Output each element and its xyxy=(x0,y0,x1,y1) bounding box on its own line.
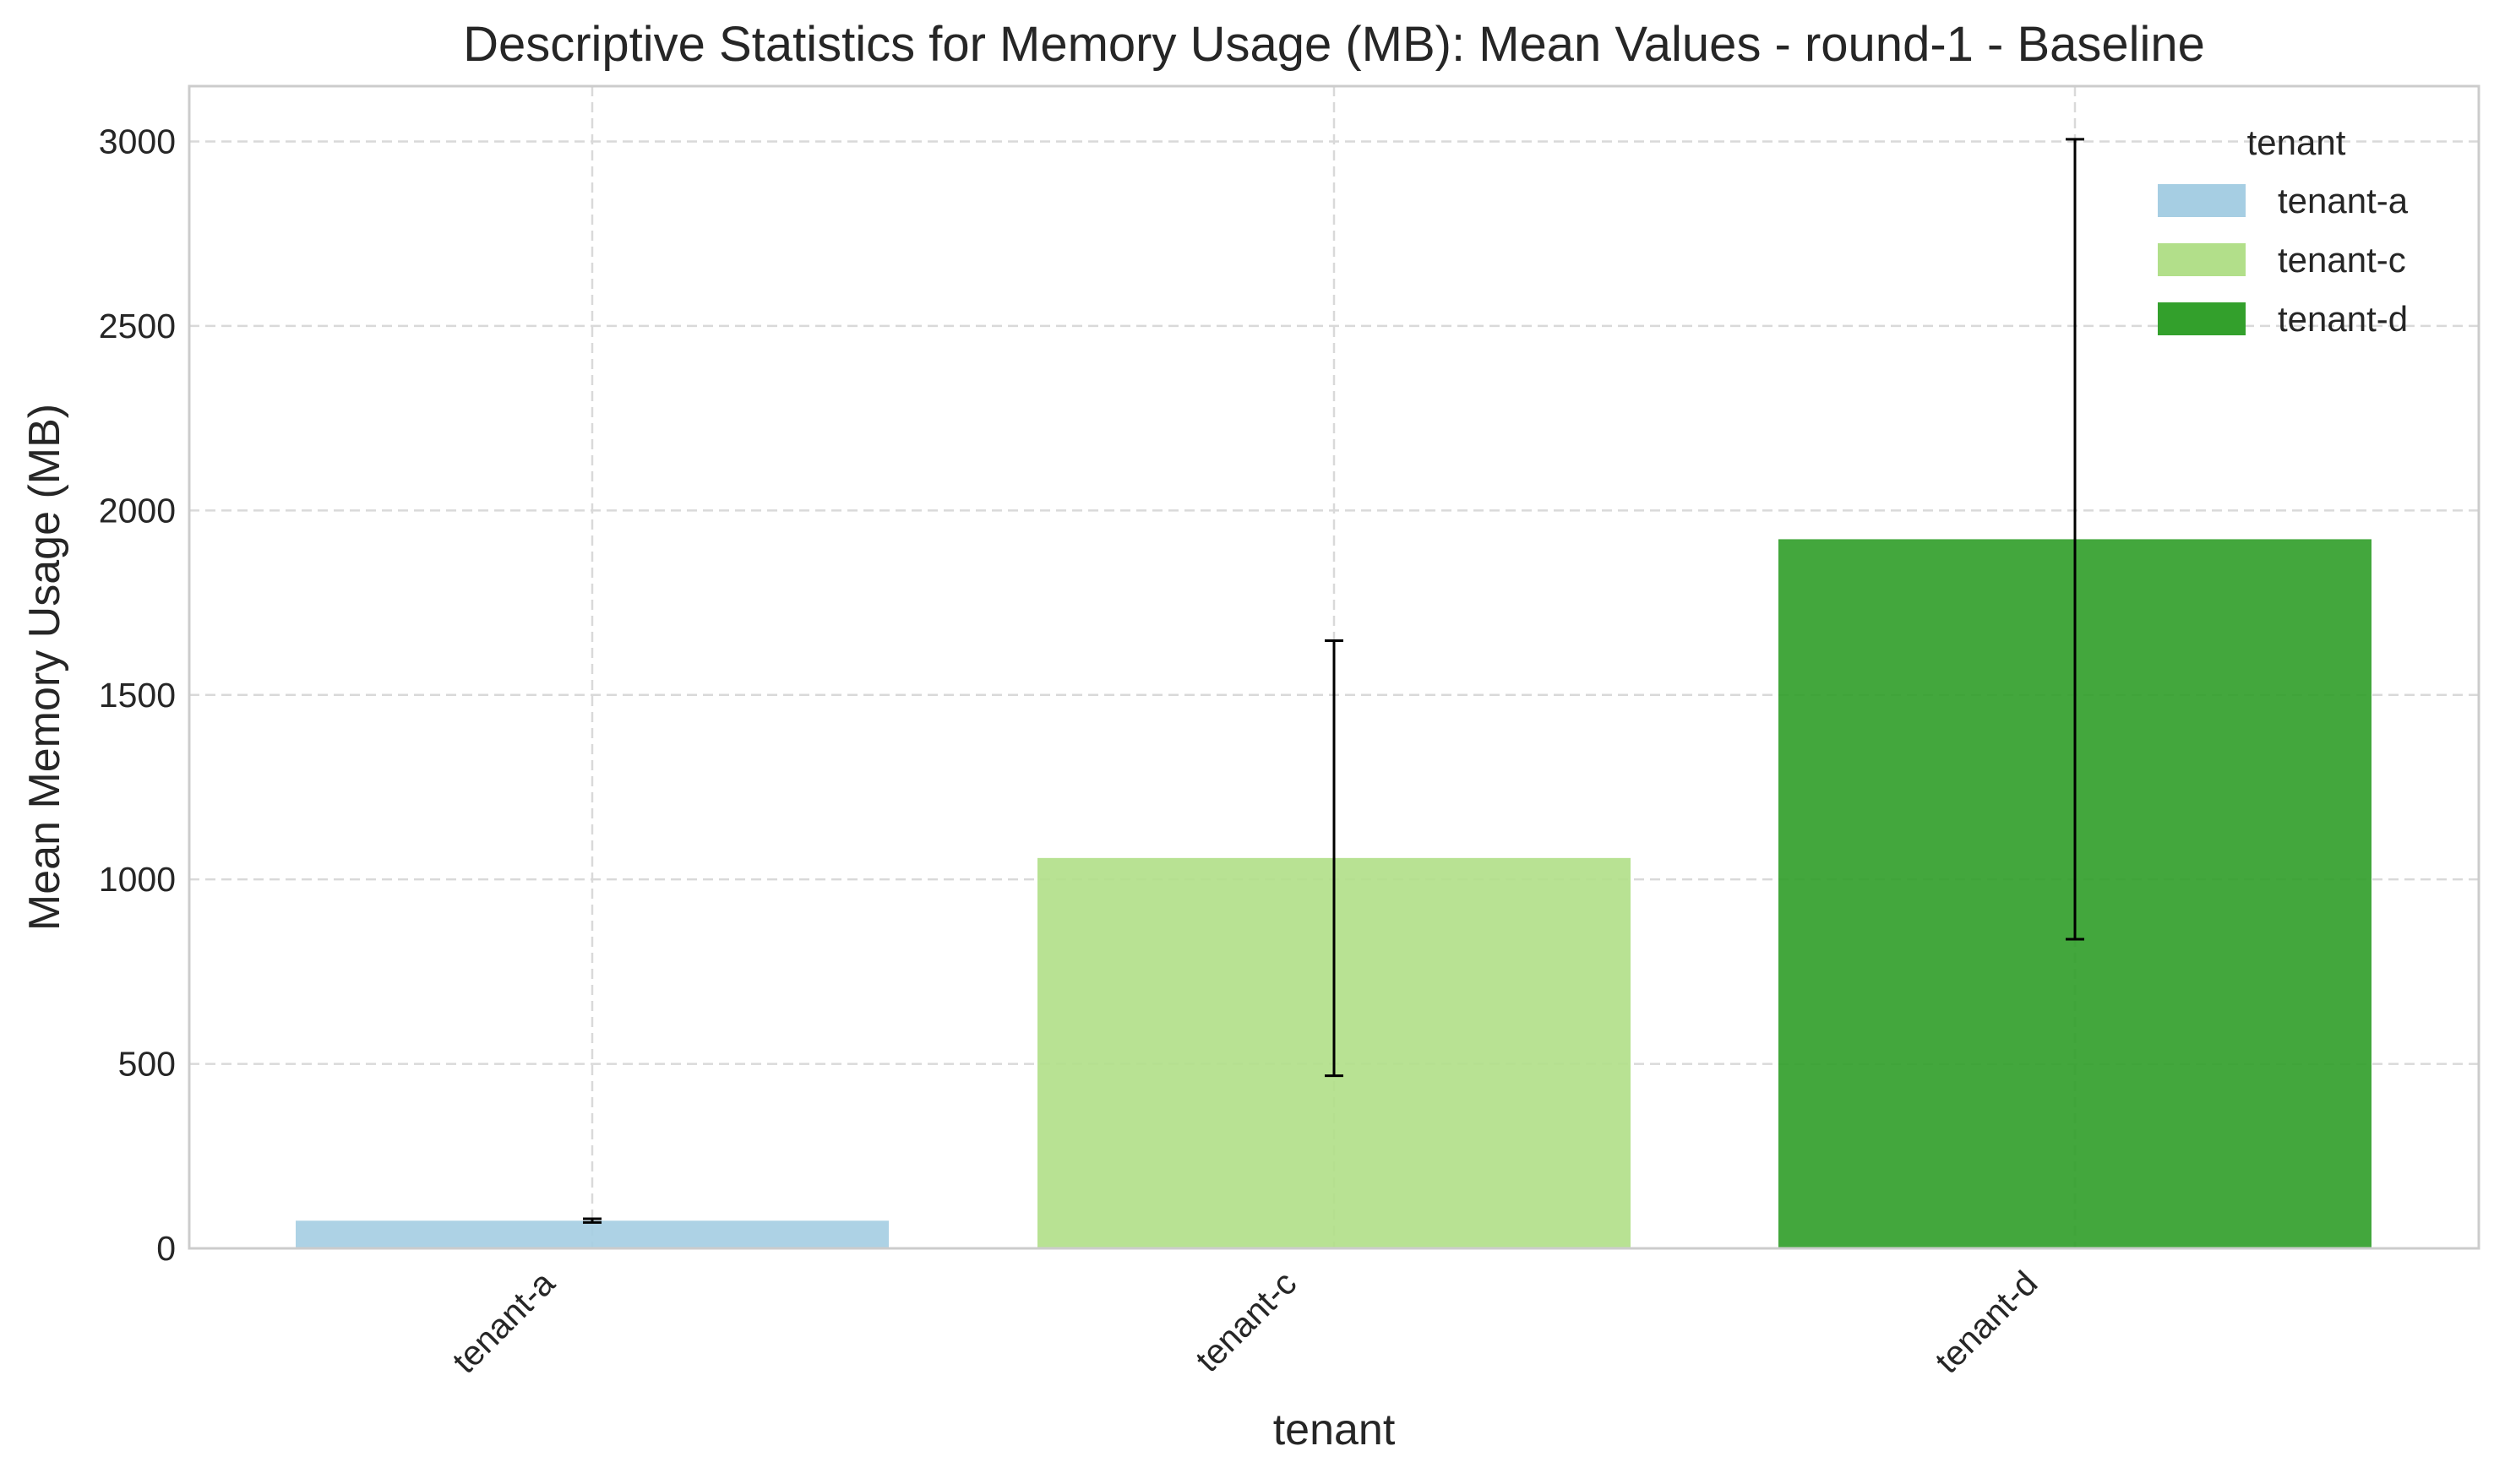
y-axis-ticks: 0 500 1000 1500 2000 2500 3000 xyxy=(99,122,176,1268)
error-bar-tenant-a xyxy=(583,1217,602,1224)
legend-entries: tenant-a tenant-c tenant-d xyxy=(2158,181,2409,339)
x-tick-label: tenant-c xyxy=(1188,1264,1304,1379)
y-tick-label: 2500 xyxy=(99,307,176,345)
legend-swatch-tenant-d xyxy=(2158,302,2246,335)
x-tick-label: tenant-a xyxy=(444,1264,562,1381)
y-tick-label: 500 xyxy=(118,1045,176,1084)
legend-label-tenant-c: tenant-c xyxy=(2278,240,2406,280)
y-tick-label: 0 xyxy=(156,1229,176,1268)
plot-area-frame xyxy=(188,84,2480,1250)
y-tick-label: 1000 xyxy=(99,860,176,899)
y-tick-label: 2000 xyxy=(99,491,176,530)
legend-swatch-tenant-c xyxy=(2158,243,2246,276)
legend: tenant tenant-a tenant-c tenant-d xyxy=(2158,122,2409,339)
error-bar-tenant-c xyxy=(1325,639,1343,1078)
legend-title: tenant xyxy=(2247,122,2346,162)
legend-label-tenant-a: tenant-a xyxy=(2278,181,2409,220)
legend-swatch-tenant-a xyxy=(2158,184,2246,217)
error-bar-tenant-d xyxy=(2066,138,2084,941)
x-axis-label: tenant xyxy=(1273,1405,1396,1454)
y-tick-label: 1500 xyxy=(99,676,176,715)
y-axis-label: Mean Memory Usage (MB) xyxy=(20,404,69,931)
y-tick-label: 3000 xyxy=(99,122,176,161)
error-bars xyxy=(583,138,2084,1224)
bar-tenant-a xyxy=(296,1220,889,1248)
x-axis-ticks: tenant-a tenant-c tenant-d xyxy=(444,1264,2045,1381)
x-tick-label: tenant-d xyxy=(1927,1264,2045,1381)
chart-title: Descriptive Statistics for Memory Usage … xyxy=(463,17,2205,72)
legend-label-tenant-d: tenant-d xyxy=(2278,299,2408,339)
